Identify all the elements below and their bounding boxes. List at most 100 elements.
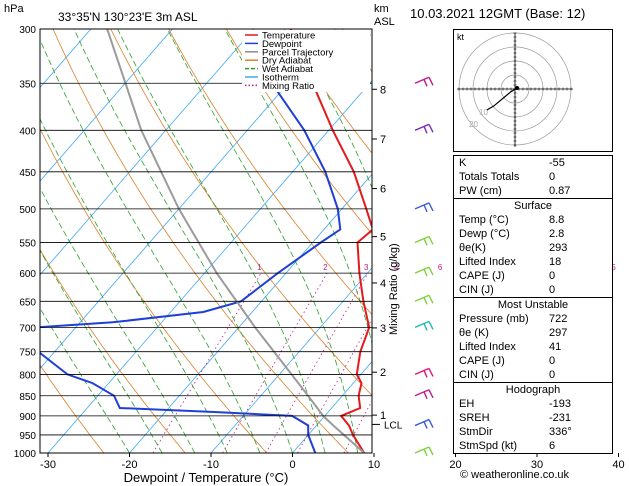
dry-adiabat-line — [283, 29, 372, 154]
isotherm-line — [40, 29, 255, 276]
isotherm-line — [0, 29, 9, 453]
wind-barb — [414, 446, 434, 457]
km-tick-label: 1 — [380, 410, 386, 422]
wet-adiabat-line — [224, 29, 372, 346]
wind-barb — [414, 389, 434, 400]
legend-item-label: Parcel Trajectory — [262, 47, 334, 58]
pressure-tick-label: 550 — [19, 238, 36, 249]
wind-barb — [414, 266, 434, 277]
legend-item-label: Dewpoint — [262, 39, 302, 50]
wet-adiabat-line — [117, 29, 326, 453]
wind-barb — [414, 294, 434, 305]
footer-credit: © weatheronline.co.uk — [460, 469, 570, 481]
most-unstable-row: Pressure (mb) 722 — [459, 313, 568, 325]
hodograph-stats-row: EH -193 — [459, 398, 572, 410]
most-unstable-row: Lifted Index 41 — [459, 341, 562, 353]
parcel-trajectory-line — [106, 29, 365, 453]
pressure-tick-label: 900 — [19, 412, 36, 423]
pressure-tick-label: 800 — [19, 370, 36, 381]
pressure-tick-label: 300 — [19, 25, 36, 36]
x-tick-label: -10 — [203, 459, 219, 471]
hodograph-stats-row: SREH -231 — [459, 412, 572, 424]
most-unstable-title: Most Unstable — [497, 299, 569, 311]
pressure-tick-label: 400 — [19, 126, 36, 137]
mixing-ratio-axis-label: Mixing Ratio (g/kg) — [388, 243, 400, 335]
km-label: km — [374, 3, 389, 15]
x-tick-label: 20 — [449, 459, 461, 471]
x-tick-label: -20 — [122, 459, 138, 471]
pressure-tick-label: 500 — [19, 205, 36, 216]
km-tick-label: 8 — [380, 84, 386, 96]
x-tick-label: 10 — [368, 459, 380, 471]
hodograph-ring-label: 20 — [469, 120, 478, 129]
legend-item-label: Isotherm — [262, 73, 299, 84]
wind-barb — [414, 418, 434, 429]
x-tick-label: 30 — [531, 459, 543, 471]
mixing-ratio-line — [343, 399, 372, 453]
dry-adiabat-line — [226, 29, 372, 235]
lcl-label: LCL — [384, 420, 403, 431]
isotherm-line — [292, 361, 372, 453]
x-tick-label: 0 — [289, 459, 295, 471]
surface-row: θe(K) 293 — [459, 242, 568, 254]
most-unstable-row: CAPE (J) 0 — [459, 355, 556, 367]
wind-barb — [414, 320, 434, 331]
km-tick-label: 6 — [380, 184, 386, 196]
pressure-tick-label: 700 — [19, 323, 36, 334]
km-tick-label: 3 — [380, 323, 386, 335]
isotherm-line — [40, 29, 173, 182]
pressure-tick-label: 850 — [19, 392, 36, 403]
legend-item-label: Mixing Ratio — [262, 81, 314, 92]
surface-row: Temp (°C) 8.8 — [459, 214, 565, 226]
pressure-tick-label: 650 — [19, 297, 36, 308]
isotherm-line — [40, 29, 336, 370]
dewpoint-line — [40, 39, 342, 453]
mixing-ratio-line — [297, 318, 372, 453]
wet-adiabat-line — [73, 29, 293, 453]
legend-item-label: Wet Adiabat — [262, 64, 313, 75]
wind-barb — [414, 367, 434, 378]
most-unstable-row: CIN (J) 0 — [459, 369, 556, 381]
hodograph-ring-label: 10 — [479, 108, 488, 117]
wet-adiabat-line — [40, 38, 261, 453]
surface-row: Lifted Index 18 — [459, 256, 562, 268]
index-k: K -55 — [459, 157, 565, 169]
mixing-ratio-line — [152, 272, 262, 453]
legend-item-label: Dry Adiabat — [262, 56, 311, 67]
isotherm-line — [619, 29, 629, 453]
mixing-ratio-label: 6 — [438, 263, 443, 272]
x-axis-label: Dewpoint / Temperature (°C) — [124, 470, 289, 485]
isotherm-line — [47, 79, 372, 453]
hodograph-storm-marker — [515, 86, 519, 90]
hodograph-frame — [453, 29, 613, 152]
x-tick-label: -30 — [40, 459, 56, 471]
mixing-ratio-label: 2 — [323, 263, 328, 272]
wind-barb — [414, 235, 434, 246]
wet-adiabat-line — [619, 29, 629, 453]
asl-label: ASL — [374, 16, 395, 28]
wet-adiabat-line — [290, 29, 372, 189]
pressure-tick-label: 750 — [19, 348, 36, 359]
wet-adiabat-line — [166, 29, 359, 453]
mixing-ratio-label: 4 — [394, 263, 399, 272]
wind-barb — [414, 202, 434, 213]
km-tick-label: 7 — [380, 134, 386, 146]
isotherm-line — [129, 173, 372, 453]
hpa-label: hPa — [4, 3, 24, 15]
index-totals: Totals Totals 0 — [459, 171, 556, 183]
wind-barb — [414, 76, 434, 87]
plot-frame — [39, 28, 373, 454]
pressure-tick-label: 600 — [19, 269, 36, 280]
isotherm-line — [210, 267, 372, 453]
isotherm-line — [40, 29, 92, 89]
surface-row: CIN (J) 0 — [459, 284, 556, 296]
km-tick-label: 5 — [380, 232, 386, 244]
surface-title: Surface — [514, 200, 552, 212]
location-label: 33°35'N 130°23'E 3m ASL — [58, 10, 198, 24]
pressure-tick-label: 450 — [19, 168, 36, 179]
pressure-tick-label: 950 — [19, 431, 36, 442]
surface-row: CAPE (J) 0 — [459, 270, 556, 282]
mixing-ratio-line — [222, 272, 328, 453]
